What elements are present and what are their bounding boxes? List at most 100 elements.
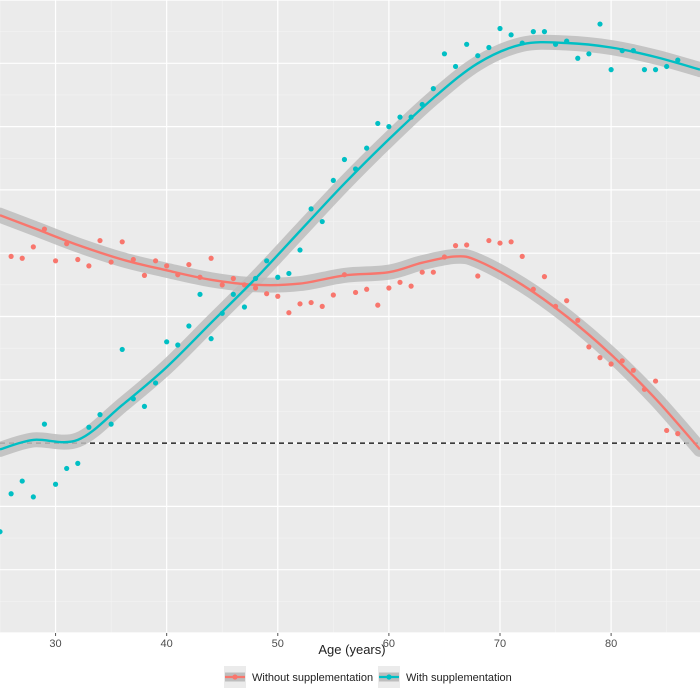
data-point bbox=[64, 465, 70, 472]
data-point bbox=[186, 323, 192, 329]
data-point bbox=[275, 274, 281, 280]
data-point bbox=[186, 261, 192, 268]
legend: Without supplementation With supplementat… bbox=[224, 666, 512, 688]
x-tick-label: 40 bbox=[161, 638, 173, 650]
data-point bbox=[586, 344, 592, 350]
data-point bbox=[541, 274, 548, 280]
data-point bbox=[430, 86, 436, 92]
data-point bbox=[652, 67, 659, 73]
data-point bbox=[141, 272, 148, 278]
data-point bbox=[352, 289, 359, 296]
data-point bbox=[230, 275, 236, 282]
grid-lines bbox=[0, 0, 700, 634]
data-point bbox=[52, 258, 59, 264]
x-axis-title: Age (years) bbox=[318, 642, 385, 657]
data-point bbox=[419, 269, 425, 275]
data-point bbox=[464, 41, 470, 47]
data-point bbox=[564, 298, 570, 304]
data-point bbox=[119, 239, 125, 245]
data-point bbox=[675, 57, 681, 63]
data-point bbox=[575, 55, 581, 61]
data-point bbox=[441, 51, 448, 57]
data-point bbox=[30, 244, 36, 250]
data-point bbox=[641, 67, 648, 73]
data-point bbox=[430, 269, 436, 275]
data-point bbox=[652, 378, 659, 384]
data-point bbox=[575, 317, 581, 323]
data-point bbox=[19, 255, 25, 261]
data-point bbox=[108, 259, 114, 265]
data-point bbox=[8, 253, 14, 259]
data-point bbox=[308, 299, 314, 306]
legend-point-1 bbox=[386, 674, 392, 680]
data-point bbox=[97, 412, 103, 418]
data-point bbox=[108, 421, 114, 427]
data-point bbox=[141, 403, 148, 409]
data-point bbox=[497, 25, 503, 32]
data-point bbox=[486, 44, 492, 51]
data-point bbox=[86, 424, 92, 430]
legend-label-1: With supplementation bbox=[406, 672, 512, 684]
data-point bbox=[41, 421, 48, 427]
data-point bbox=[119, 346, 125, 353]
smooth-lines bbox=[0, 40, 700, 451]
data-point bbox=[364, 145, 370, 151]
data-point bbox=[319, 218, 325, 225]
data-point bbox=[219, 282, 225, 288]
data-point bbox=[608, 67, 614, 73]
data-point bbox=[397, 279, 403, 285]
data-point bbox=[86, 263, 92, 269]
legend-point-0 bbox=[232, 674, 238, 680]
data-point bbox=[75, 460, 81, 466]
data-point bbox=[408, 283, 414, 289]
data-point bbox=[508, 32, 514, 38]
x-tick-label: 50 bbox=[272, 638, 284, 650]
data-point bbox=[175, 342, 181, 348]
data-point bbox=[164, 339, 170, 345]
data-point bbox=[452, 63, 459, 70]
data-point bbox=[75, 256, 81, 263]
data-point bbox=[275, 293, 281, 299]
data-point bbox=[264, 258, 270, 264]
data-point bbox=[508, 239, 514, 245]
data-point bbox=[664, 427, 670, 434]
data-point bbox=[375, 120, 381, 127]
x-axis-ticks: 30 40 50 60 70 80 bbox=[49, 633, 617, 650]
data-point bbox=[19, 478, 25, 484]
data-point bbox=[330, 177, 336, 184]
data-point bbox=[208, 255, 214, 261]
data-point bbox=[497, 240, 503, 246]
data-point bbox=[452, 243, 459, 249]
data-point bbox=[464, 242, 470, 248]
data-point bbox=[297, 301, 303, 307]
data-point bbox=[252, 285, 259, 291]
data-point bbox=[330, 292, 336, 298]
data-point bbox=[541, 29, 548, 35]
x-tick-label: 80 bbox=[605, 638, 617, 650]
data-point bbox=[152, 380, 159, 386]
data-point bbox=[597, 355, 603, 361]
data-point bbox=[386, 285, 392, 291]
data-point bbox=[208, 336, 214, 342]
data-point bbox=[241, 304, 248, 310]
x-tick-label: 70 bbox=[494, 638, 506, 650]
data-point bbox=[130, 256, 136, 263]
data-point bbox=[530, 29, 536, 35]
data-point bbox=[608, 361, 614, 367]
data-points bbox=[0, 21, 681, 535]
data-point bbox=[486, 237, 492, 244]
x-tick-label: 60 bbox=[383, 638, 395, 650]
data-point bbox=[286, 310, 292, 316]
data-point bbox=[308, 206, 314, 212]
data-point bbox=[630, 367, 636, 373]
data-point bbox=[30, 494, 36, 500]
data-point bbox=[52, 481, 59, 487]
x-tick-label: 30 bbox=[49, 638, 61, 650]
data-point bbox=[286, 270, 292, 277]
data-point bbox=[386, 124, 392, 130]
smooth-line-1 bbox=[0, 40, 700, 451]
data-point bbox=[341, 156, 348, 163]
data-point bbox=[586, 51, 592, 57]
data-point bbox=[364, 286, 370, 292]
